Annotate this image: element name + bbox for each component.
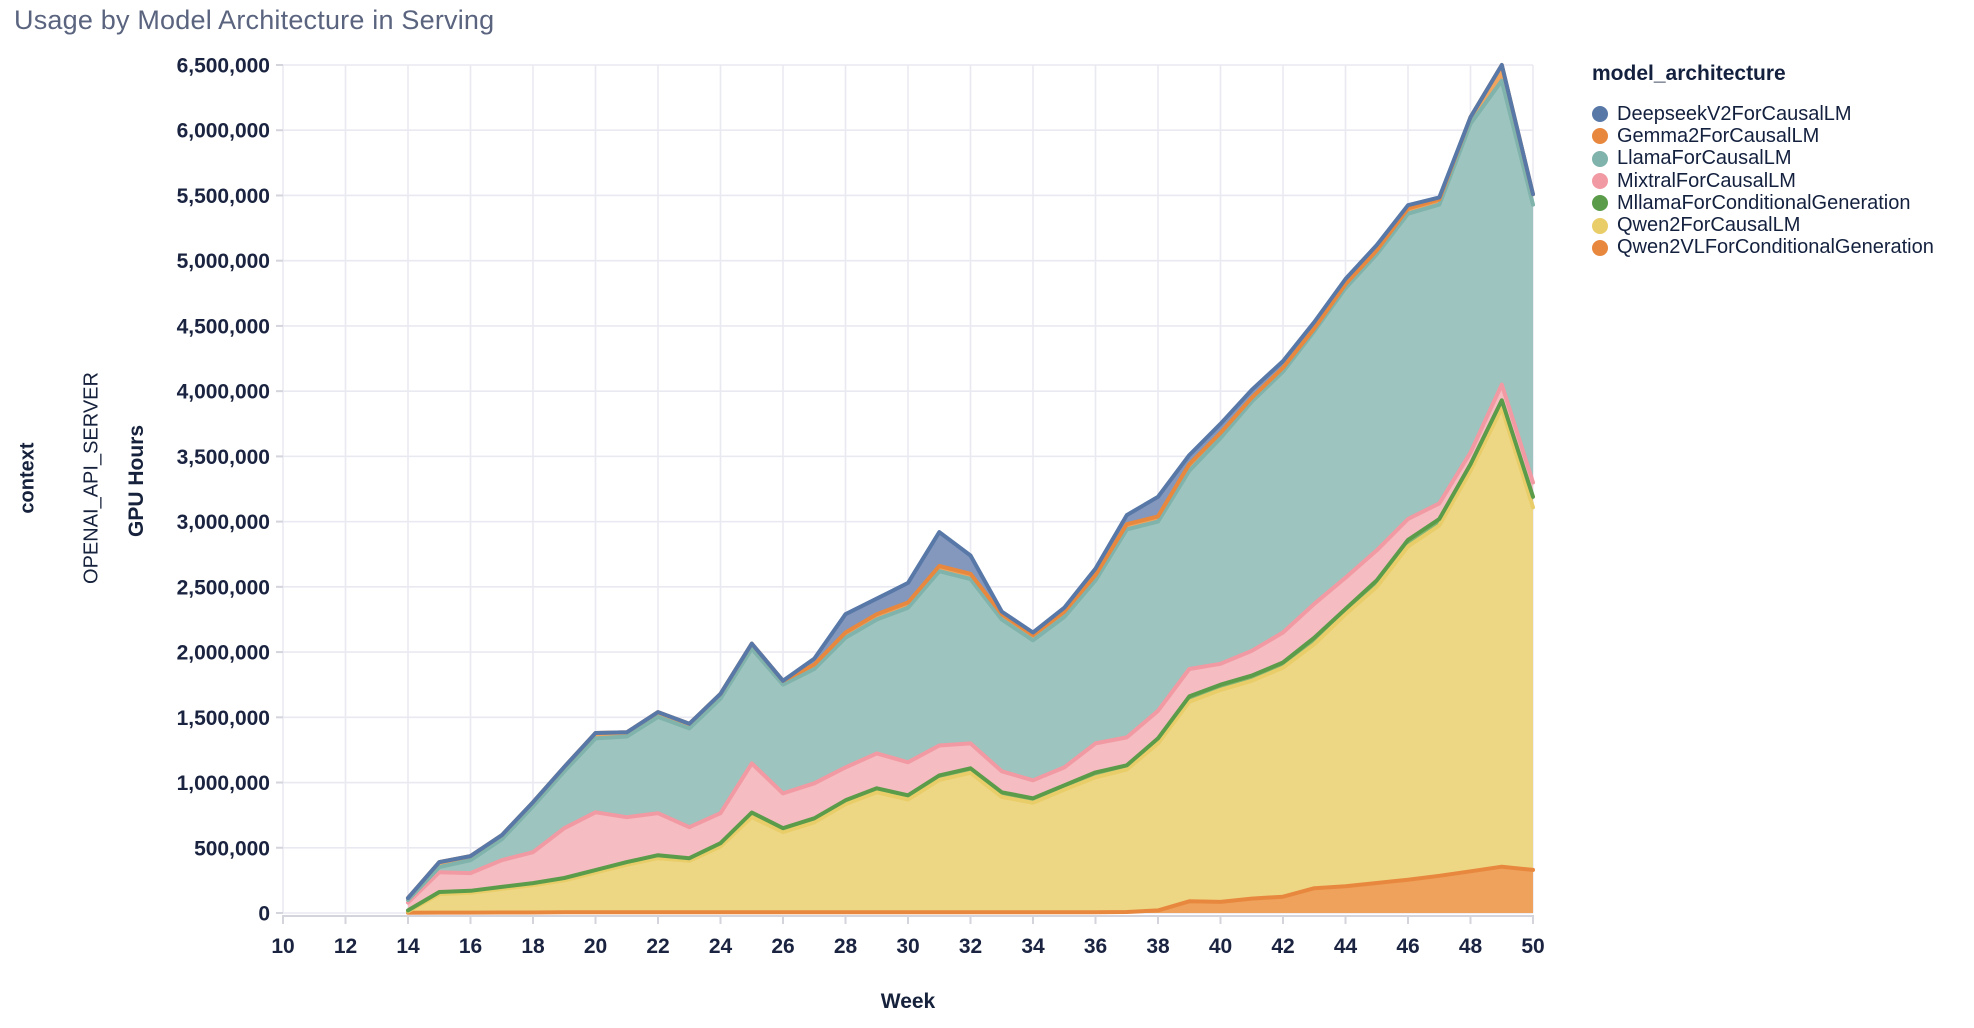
- legend-item[interactable]: DeepseekV2ForCausalLM: [1592, 103, 1962, 125]
- legend-swatch-icon: [1592, 195, 1608, 212]
- y-tick-label: 1,000,000: [177, 772, 270, 795]
- x-tick-label: 26: [771, 935, 794, 958]
- edge-Qwen2ForCausalLM: [406, 406, 1535, 914]
- edge-Qwen2VLForConditionalGeneration: [406, 864, 1535, 915]
- x-tick-label: 24: [709, 935, 733, 958]
- x-tick-label: 44: [1334, 935, 1358, 958]
- legend-swatch-icon: [1592, 128, 1608, 145]
- legend-item[interactable]: LlamaForCausalLM: [1592, 147, 1962, 170]
- y-tick-label: 1,500,000: [177, 707, 270, 730]
- x-tick-label: 42: [1271, 935, 1294, 958]
- y-tick-label: 5,000,000: [177, 250, 270, 273]
- x-axis-title: Week: [880, 990, 936, 1013]
- legend-item-label: Gemma2ForCausalLM: [1617, 124, 1820, 147]
- y-tick-label: 4,500,000: [177, 315, 270, 338]
- x-tick-label: 48: [1459, 935, 1483, 958]
- y-tick-label: 3,000,000: [177, 511, 270, 534]
- x-tick-label: 10: [271, 935, 294, 958]
- legend-items: DeepseekV2ForCausalLM Gemma2ForCausalLM Ll…: [1592, 103, 1962, 259]
- y-tick-label: 5,500,000: [177, 185, 270, 208]
- legend-item[interactable]: MllamaForConditionalGeneration: [1592, 192, 1962, 214]
- area-Qwen2VLForConditionalGeneration: [408, 866, 1533, 913]
- y-tick-label: 4,000,000: [177, 381, 270, 404]
- legend-swatch-icon: [1592, 150, 1608, 167]
- x-tick-label: 40: [1209, 935, 1232, 958]
- legend-item[interactable]: Gemma2ForCausalLM: [1592, 125, 1962, 147]
- x-tick-label: 12: [334, 935, 357, 958]
- x-tick-label: 34: [1021, 935, 1045, 958]
- y-tick-label: 2,500,000: [177, 576, 270, 599]
- y-tick-label: 3,500,000: [177, 446, 270, 469]
- edge-LlamaForCausalLM: [406, 78, 1535, 902]
- x-tick-label: 46: [1396, 935, 1419, 958]
- legend-title: model_architecture: [1592, 62, 1786, 85]
- y-tick-label: 0: [258, 903, 270, 926]
- x-tick-label: 20: [584, 935, 607, 958]
- x-tick-label: 38: [1146, 935, 1170, 958]
- edge-DeepseekV2ForCausalLM: [406, 63, 1535, 900]
- legend-item-label: MixtralForCausalLM: [1617, 169, 1796, 192]
- legend-item-label: LlamaForCausalLM: [1617, 147, 1792, 170]
- y-tick-label: 2,000,000: [177, 642, 270, 665]
- legend-item[interactable]: MixtralForCausalLM: [1592, 170, 1962, 192]
- legend-swatch-icon: [1592, 239, 1608, 256]
- legend-item[interactable]: Qwen2VLForConditionalGeneration: [1592, 236, 1962, 259]
- legend: model_architecture DeepseekV2ForCausalLM…: [1592, 62, 1962, 259]
- legend-item-label: Qwen2ForCausalLM: [1617, 214, 1801, 237]
- edge-MllamaForConditionalGeneration: [406, 398, 1535, 913]
- x-tick-label: 50: [1521, 935, 1544, 958]
- legend-swatch-icon: [1592, 217, 1608, 234]
- x-tick-label: 30: [896, 935, 919, 958]
- x-tick-label: 18: [521, 935, 545, 958]
- x-tick-label: 16: [459, 935, 482, 958]
- y-tick-label: 6,000,000: [177, 120, 270, 143]
- edge-MixtralForCausalLM: [406, 382, 1535, 905]
- x-tick-label: 36: [1084, 935, 1107, 958]
- x-tick-label: 22: [646, 935, 669, 958]
- legend-item-label: MllamaForConditionalGeneration: [1617, 191, 1911, 214]
- legend-item[interactable]: Qwen2ForCausalLM: [1592, 214, 1962, 236]
- y-tick-label: 500,000: [194, 837, 270, 860]
- x-tick-label: 32: [959, 935, 982, 958]
- x-tick-label: 28: [834, 935, 858, 958]
- x-tick-label: 14: [396, 935, 420, 958]
- legend-swatch-icon: [1592, 106, 1608, 123]
- legend-item-label: DeepseekV2ForCausalLM: [1617, 102, 1852, 125]
- legend-swatch-icon: [1592, 173, 1608, 190]
- chart-title: Usage by Model Architecture in Serving: [14, 5, 495, 35]
- y-tick-label: 6,500,000: [177, 55, 270, 78]
- legend-item-label: Qwen2VLForConditionalGeneration: [1617, 236, 1934, 259]
- area-Qwen2ForCausalLM: [408, 408, 1533, 913]
- area-MixtralForCausalLM: [408, 384, 1533, 911]
